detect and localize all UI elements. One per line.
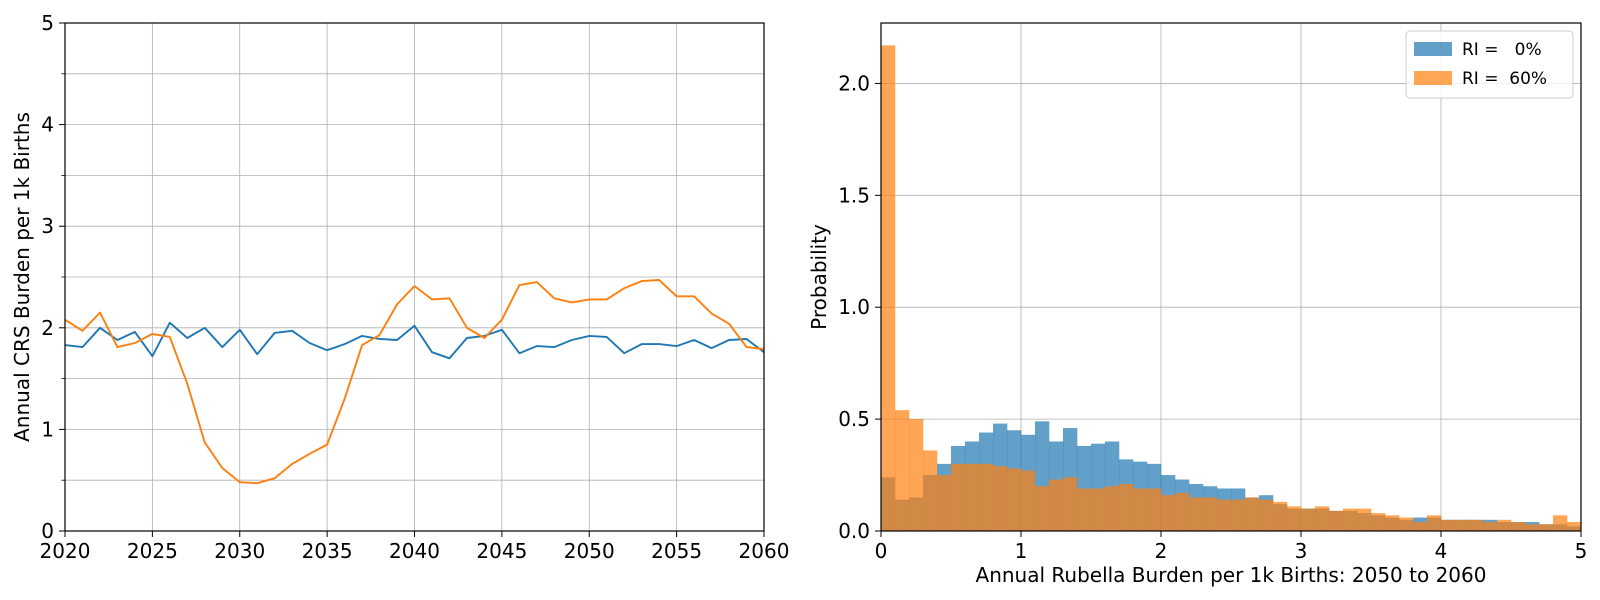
histogram-bar — [951, 463, 966, 531]
x-axis-label: Annual Rubella Burden per 1k Births: 205… — [976, 563, 1487, 587]
x-tick-label: 2050 — [564, 539, 615, 563]
legend: RI = 0% RI = 60% — [1405, 30, 1574, 99]
histogram-bar — [1189, 497, 1204, 531]
histogram-bar — [1525, 524, 1540, 531]
x-tick-label: 2045 — [476, 539, 527, 563]
histogram-bar — [1147, 488, 1162, 531]
histogram-bar — [1007, 468, 1022, 531]
histogram-bar — [923, 450, 938, 531]
x-tick-label: 2030 — [214, 539, 265, 563]
x-tick-label: 2025 — [127, 539, 178, 563]
rubella-burden-histogram: 0 1 2 3 4 5 0.0 0.5 1.0 1.5 2.0 Annual Rubella Bur… — [807, 22, 1587, 587]
x-tick-label: 2 — [1155, 539, 1168, 563]
histogram-bar — [1343, 508, 1358, 531]
histogram-bar — [1245, 497, 1260, 531]
y-tick-label: 0.5 — [838, 407, 870, 431]
y-axis-label: Annual CRS Burden per 1k Births — [10, 112, 34, 442]
series-line-1 — [65, 279, 764, 485]
histogram-bar — [1231, 499, 1246, 531]
x-tick-label: 4 — [1435, 539, 1448, 563]
histogram-bar — [1161, 495, 1176, 531]
histogram-bar — [1357, 508, 1372, 531]
histogram-bar — [1413, 522, 1428, 531]
histogram-bar — [1119, 484, 1134, 531]
x-tick-label: 1 — [1015, 539, 1028, 563]
y-tick-label: 3 — [41, 214, 54, 238]
histogram-bar — [1217, 499, 1232, 531]
histogram-bar — [1175, 492, 1190, 531]
histogram-bar — [909, 419, 924, 531]
plot-area — [65, 279, 764, 485]
histogram-bar — [1511, 522, 1526, 531]
y-tick-label: 2 — [41, 316, 54, 340]
histogram-series-1 — [881, 45, 1582, 531]
histogram-bar — [1441, 519, 1456, 531]
histogram-bar — [1483, 522, 1498, 531]
x-tick-label: 2020 — [40, 539, 91, 563]
histogram-bar — [1329, 510, 1344, 531]
legend-label: RI = 60% — [1462, 69, 1547, 89]
tick-labels: 2020 2025 2030 2035 2040 2045 2050 2055 2060 0 1 2 3… — [40, 11, 790, 563]
histogram-bar — [1539, 524, 1554, 531]
histogram-bar — [1035, 486, 1050, 531]
histogram-bar — [1315, 506, 1330, 531]
histogram-bar — [1553, 515, 1568, 531]
histogram-bar — [1049, 479, 1064, 531]
legend-label: RI = 0% — [1462, 40, 1542, 60]
histogram-bar — [1469, 519, 1484, 531]
histogram-bar — [1371, 513, 1386, 531]
x-tick-label: 2035 — [302, 539, 353, 563]
legend-swatch — [1414, 71, 1452, 85]
y-tick-label: 0 — [41, 519, 54, 543]
tick-labels: 0 1 2 3 4 5 0.0 0.5 1.0 1.5 2.0 — [838, 71, 1587, 563]
x-tick-label: 3 — [1295, 539, 1308, 563]
histogram-bar — [1021, 470, 1036, 531]
x-tick-label: 2060 — [739, 539, 790, 563]
histogram-bar — [1301, 508, 1316, 531]
histogram-bar — [895, 410, 910, 531]
histogram-bar — [1399, 517, 1414, 531]
x-tick-label: 0 — [875, 539, 888, 563]
x-tick-label: 2040 — [389, 539, 440, 563]
x-tick-label: 2055 — [651, 539, 702, 563]
y-tick-label: 4 — [41, 113, 54, 137]
x-tick-label: 5 — [1575, 539, 1588, 563]
histogram-bar — [1077, 488, 1092, 531]
y-tick-label: 2.0 — [838, 71, 870, 95]
histogram-bar — [1427, 515, 1442, 531]
y-tick-label: 1.5 — [838, 183, 870, 207]
legend-swatch — [1414, 42, 1452, 56]
y-tick-label: 1 — [41, 417, 54, 441]
histogram-bar — [1455, 519, 1470, 531]
histogram-bar — [1259, 499, 1274, 531]
crs-burden-line-chart: 2020 2025 2030 2035 2040 2045 2050 2055 2060 0 1 2 3… — [10, 11, 789, 563]
y-tick-label: 5 — [41, 11, 54, 35]
histogram-bar — [1203, 497, 1218, 531]
axes-frame — [880, 22, 1582, 532]
histogram-bar — [1133, 488, 1148, 531]
histogram-bar — [1497, 519, 1512, 531]
histogram-bars — [881, 45, 1582, 531]
y-tick-label: 1.0 — [838, 295, 870, 319]
histogram-bar — [1567, 522, 1582, 531]
histogram-bar — [1385, 515, 1400, 531]
histogram-bar — [979, 463, 994, 531]
histogram-bar — [1273, 501, 1288, 531]
histogram-bar — [1063, 477, 1078, 531]
y-axis-label: Probability — [807, 224, 831, 330]
histogram-bar — [993, 466, 1008, 531]
histogram-bar — [1287, 506, 1302, 531]
histogram-bar — [881, 45, 896, 531]
y-tick-label: 0.0 — [838, 519, 870, 543]
histogram-bar — [1105, 486, 1120, 531]
series-line-0 — [65, 321, 764, 360]
histogram-bar — [965, 463, 980, 531]
histogram-bar — [1091, 488, 1106, 531]
histogram-bar — [937, 475, 952, 531]
